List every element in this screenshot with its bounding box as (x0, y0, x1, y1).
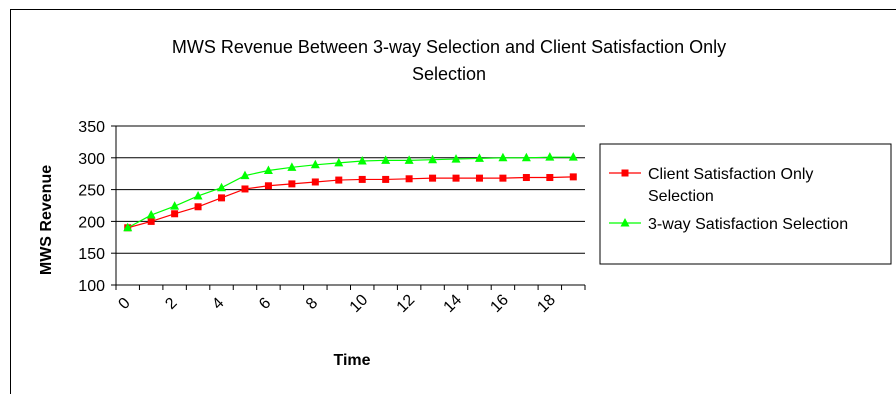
series-1-point (171, 210, 179, 218)
series-2-point (193, 190, 203, 200)
chart-area: MWS Revenue Between 3-way Selection and … (10, 9, 896, 394)
series-line-2 (127, 156, 574, 229)
series-1-point (218, 194, 226, 202)
series-2-point (287, 162, 297, 171)
y-tick-label: 200 (78, 214, 105, 231)
legend-marker-1 (621, 169, 629, 177)
series-1-point (241, 185, 249, 193)
line-chart: MWS Revenue Between 3-way Selection and … (38, 37, 892, 369)
series-1-point (499, 174, 507, 182)
series-1-point (522, 174, 530, 182)
series-1-point (358, 175, 366, 183)
x-tick-label: 14 (441, 291, 466, 316)
x-tick-label: 2 (162, 295, 180, 313)
series-2-point (217, 182, 227, 192)
series-1-point (335, 176, 343, 184)
y-tick-label: 250 (78, 183, 105, 200)
series-2-point (498, 152, 508, 162)
series-2-point (123, 222, 133, 232)
x-tick-label: 0 (115, 295, 133, 313)
series-2-point (146, 210, 156, 219)
series-1-point (147, 217, 155, 225)
series-2-point (451, 154, 461, 163)
x-tick-label: 10 (347, 291, 372, 316)
legend-marker-2 (620, 218, 630, 227)
series-2-point (170, 201, 180, 210)
series-1-point (288, 180, 296, 188)
x-tick-label: 18 (534, 291, 559, 316)
series-2-point (263, 165, 273, 175)
series-2-point (474, 153, 484, 162)
series-1-point (452, 174, 460, 182)
series-1-point (382, 175, 390, 183)
series-2-point (240, 170, 250, 180)
y-axis-title: MWS Revenue (38, 165, 55, 275)
x-tick-label: 6 (256, 295, 274, 313)
legend-box (599, 143, 892, 265)
x-tick-label: 4 (209, 295, 227, 313)
series-1-point (311, 178, 319, 186)
legend: Client Satisfaction Only Selection 3-way S… (599, 143, 892, 265)
y-tick-label: 100 (78, 278, 105, 295)
series-1-point (429, 174, 437, 182)
y-tick-label: 350 (78, 119, 105, 136)
plot-layer: 100 150 200 250 300 350 0 2 4 6 8 10 12 14 16 18 (78, 119, 586, 316)
series-2-point (357, 155, 367, 165)
series-2-point (545, 152, 555, 161)
series-2-point (428, 154, 438, 164)
x-tick-label: 8 (303, 295, 321, 313)
x-tick-label: 16 (487, 291, 512, 316)
series-2-point (334, 157, 344, 167)
series-1-point (405, 175, 413, 183)
series-1-point (475, 174, 483, 182)
series-2-point (310, 159, 320, 169)
series-2-point (381, 155, 391, 164)
chart-title-line-1: MWS Revenue Between 3-way Selection and … (172, 37, 726, 57)
x-tick-label: 12 (394, 291, 419, 316)
series-1-point (546, 174, 554, 182)
legend-label-1: Client Satisfaction Only (648, 166, 813, 183)
y-tick-label: 300 (78, 151, 105, 168)
legend-label-1: Selection (648, 188, 714, 205)
series-2-point (521, 152, 531, 162)
series-1-point (569, 173, 577, 181)
series-1-point (264, 182, 272, 190)
chart-title-line-2: Selection (412, 64, 486, 84)
series-2-point (404, 155, 414, 164)
y-tick-label: 150 (78, 246, 105, 263)
series-1-point (194, 203, 202, 211)
series-line-1 (127, 176, 574, 229)
series-2-point (568, 152, 578, 161)
legend-label-2: 3-way Satisfaction Selection (648, 216, 848, 233)
x-axis-title: Time (333, 352, 370, 369)
